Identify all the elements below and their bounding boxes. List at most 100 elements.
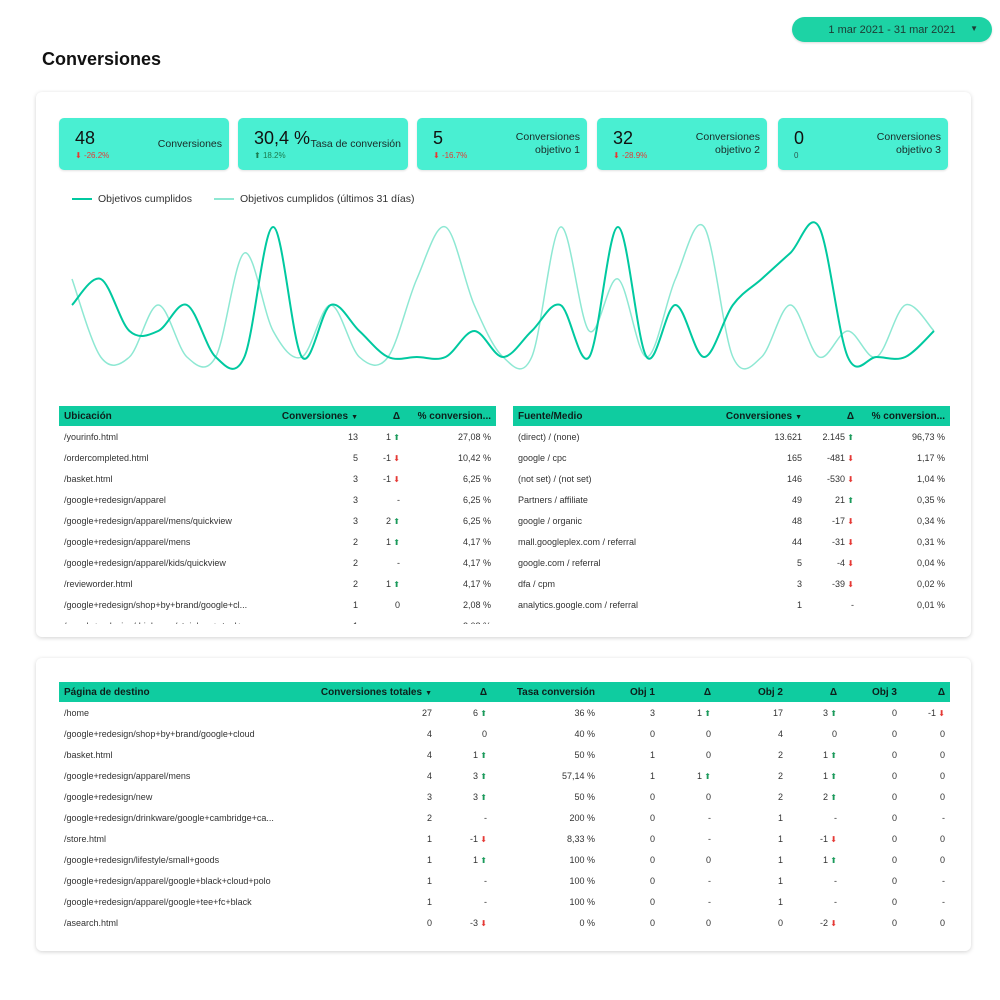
col-header-conversiones-totales[interactable]: Conversiones totales ▼ [304, 682, 437, 702]
data-point[interactable] [469, 300, 479, 310]
table-row[interactable]: /basket.html 3 -1 ⬇ 6,25 % [59, 468, 496, 489]
table-row[interactable]: /google+redesign/shop+by+brand/google+cl… [59, 723, 950, 744]
table-row[interactable]: dfa / cpm 3 -39 ⬇ 0,02 % [513, 573, 950, 594]
table-row[interactable]: /revieworder.html 2 1 ⬆ 4,17 % [59, 573, 496, 594]
data-point[interactable] [96, 352, 106, 362]
table-row[interactable]: /asearch.html 0 -3 ⬇ 0 % 0 0 0 -2 ⬇ 0 0 [59, 912, 950, 933]
data-point[interactable] [383, 352, 393, 362]
data-point[interactable] [124, 326, 134, 336]
data-point[interactable] [613, 274, 623, 284]
table-row[interactable]: /google+redesign/apparel/mens/quickview 3… [59, 510, 496, 531]
col-header-obj3[interactable]: Obj 3 [842, 682, 902, 702]
col-header-conversiones[interactable]: Conversiones ▼ [709, 406, 807, 426]
table-row[interactable]: /google+redesign/drinkware/stainless+ste… [59, 615, 496, 625]
table-row[interactable]: /google+redesign/new 3 3 ⬆ 50 % 0 0 2 2 ⬆ 0 0 [59, 786, 950, 807]
col-header-obj2[interactable]: Obj 2 [716, 682, 788, 702]
table-row[interactable]: /google+redesign/apparel/mens 4 3 ⬆ 57,14 %… [59, 765, 950, 786]
data-point[interactable] [814, 352, 824, 362]
data-point[interactable] [182, 300, 192, 310]
table-row[interactable]: /google+redesign/apparel/google+tee+fc+b… [59, 891, 950, 912]
col-header-conversiones[interactable]: Conversiones ▼ [269, 406, 363, 426]
table-row[interactable]: /basket.html 4 1 ⬆ 50 % 1 0 2 1 ⬆ 0 0 [59, 744, 950, 765]
table-row[interactable]: Partners / affiliate 49 21 ⬆ 0,35 % [513, 489, 950, 510]
table-row[interactable]: /google+redesign/drinkware/google+cambri… [59, 807, 950, 828]
data-point[interactable] [699, 352, 709, 362]
data-point[interactable] [354, 326, 364, 336]
col-header-obj3-delta[interactable]: Δ [902, 682, 950, 702]
data-point[interactable] [211, 352, 221, 362]
table-row[interactable]: google / cpc 165 -481 ⬇ 1,17 % [513, 447, 950, 468]
data-point[interactable] [728, 352, 738, 362]
data-point[interactable] [297, 352, 307, 362]
data-point[interactable] [239, 248, 249, 258]
table-row[interactable]: mall.googleplex.com / referral 44 -31 ⬇ 0,3… [513, 531, 950, 552]
data-point[interactable] [182, 352, 192, 362]
data-point[interactable] [843, 326, 853, 336]
data-point[interactable] [872, 352, 882, 362]
data-point[interactable] [699, 222, 709, 232]
table-row[interactable]: /google+redesign/apparel/google+black+cl… [59, 870, 950, 891]
col-header-pct-conversion[interactable]: % conversion... [859, 406, 950, 426]
data-point[interactable] [555, 222, 565, 232]
data-point[interactable] [814, 222, 824, 232]
table-row[interactable]: /ordercompleted.html 5 -1 ⬇ 10,42 % [59, 447, 496, 468]
data-point[interactable] [613, 222, 623, 232]
data-point[interactable] [326, 300, 336, 310]
data-point[interactable] [584, 326, 594, 336]
col-header-fuente-medio[interactable]: Fuente/Medio [513, 406, 709, 426]
data-point[interactable] [584, 352, 594, 362]
table-ubicacion-viewport[interactable]: Ubicación Conversiones ▼ Δ % conversion..… [59, 406, 496, 624]
col-header-obj2-delta[interactable]: Δ [788, 682, 842, 702]
data-point[interactable] [412, 274, 422, 284]
table-row[interactable]: /google+redesign/lifestyle/small+goods 1 1… [59, 849, 950, 870]
table-fuente-viewport[interactable]: Fuente/Medio Conversiones ▼ Δ % conversio… [513, 406, 950, 624]
col-header-pct-conversion[interactable]: % conversion... [405, 406, 496, 426]
data-point[interactable] [929, 326, 939, 336]
table-row[interactable]: google / organic 48 -17 ⬇ 0,34 % [513, 510, 950, 531]
data-point[interactable] [670, 300, 680, 310]
table-row[interactable]: /store.html 1 -1 ⬇ 8,33 % 0-1 -1 ⬇ 0 0 [59, 828, 950, 849]
data-point[interactable] [124, 352, 134, 362]
data-point[interactable] [843, 352, 853, 362]
data-point[interactable] [642, 352, 652, 362]
data-point[interactable] [785, 300, 795, 310]
table-row[interactable]: /yourinfo.html 13 1 ⬆ 27,08 % [59, 426, 496, 447]
col-header-delta[interactable]: Δ [807, 406, 859, 426]
table-destino-viewport[interactable]: Página de destino Conversiones totales ▼ … [59, 682, 950, 934]
data-point[interactable] [757, 274, 767, 284]
col-header-delta[interactable]: Δ [437, 682, 492, 702]
data-point[interactable] [900, 352, 910, 362]
date-range-picker[interactable]: 1 mar 2021 - 31 mar 2021 ▼ [792, 17, 992, 42]
data-point[interactable] [268, 326, 278, 336]
col-header-delta[interactable]: Δ [363, 406, 405, 426]
table-row[interactable]: google.com / referral 5 -4 ⬇ 0,04 % [513, 552, 950, 573]
data-point[interactable] [441, 222, 451, 232]
data-point[interactable] [412, 352, 422, 362]
data-point[interactable] [555, 300, 565, 310]
data-point[interactable] [498, 352, 508, 362]
data-point[interactable] [900, 300, 910, 310]
data-point[interactable] [441, 352, 451, 362]
table-row[interactable]: (not set) / (not set) 146 -530 ⬇ 1,04 % [513, 468, 950, 489]
col-header-pagina-destino[interactable]: Página de destino [59, 682, 304, 702]
col-header-obj1-delta[interactable]: Δ [660, 682, 716, 702]
table-row[interactable]: (direct) / (none) 13.621 2.145 ⬆ 96,73 % [513, 426, 950, 447]
table-row[interactable]: /home 27 6 ⬆ 36 % 3 1 ⬆ 17 3 ⬆ 0 -1 ⬇ [59, 702, 950, 723]
table-row[interactable]: analytics.google.com / referral 1 - 0,01 % [513, 594, 950, 615]
data-point[interactable] [67, 274, 77, 284]
data-point[interactable] [785, 248, 795, 258]
table-row[interactable]: /google+redesign/apparel 3 - 6,25 % [59, 489, 496, 510]
data-point[interactable] [268, 222, 278, 232]
data-point[interactable] [153, 300, 163, 310]
data-point[interactable] [96, 274, 106, 284]
data-point[interactable] [354, 352, 364, 362]
data-point[interactable] [469, 326, 479, 336]
data-point[interactable] [67, 300, 77, 310]
data-point[interactable] [239, 352, 249, 362]
data-point[interactable] [670, 274, 680, 284]
table-row[interactable]: /google+redesign/apparel/kids/quickview 2… [59, 552, 496, 573]
table-row[interactable]: /google+redesign/shop+by+brand/google+cl… [59, 594, 496, 615]
data-point[interactable] [728, 300, 738, 310]
col-header-obj1[interactable]: Obj 1 [600, 682, 660, 702]
data-point[interactable] [527, 326, 537, 336]
